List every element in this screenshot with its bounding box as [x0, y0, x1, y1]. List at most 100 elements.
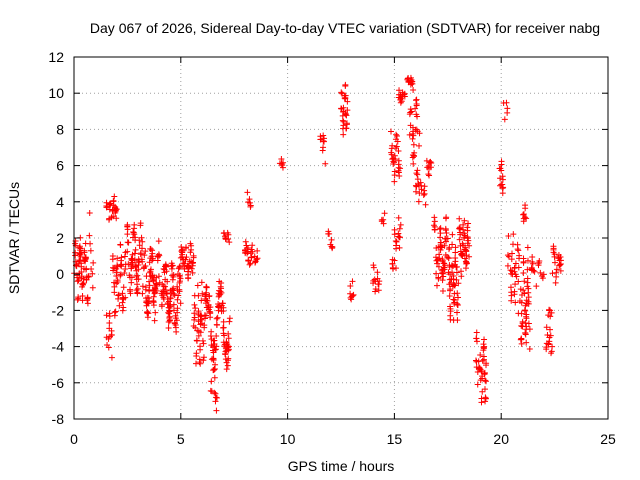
x-tick-label: 20 — [493, 431, 509, 447]
data-point — [543, 344, 550, 351]
data-point — [460, 234, 467, 241]
data-point — [433, 257, 440, 264]
data-point — [142, 262, 149, 269]
data-point — [393, 143, 400, 150]
y-tick-label: 10 — [48, 85, 64, 101]
data-point — [458, 268, 465, 275]
data-point — [134, 290, 141, 297]
data-point — [480, 356, 487, 363]
data-point — [525, 285, 532, 292]
data-point — [549, 270, 556, 277]
data-point — [393, 132, 400, 139]
data-point — [139, 238, 146, 245]
data-point — [535, 260, 542, 267]
data-point — [201, 315, 208, 322]
data-point — [211, 374, 218, 381]
data-point — [151, 317, 158, 324]
data-point — [77, 251, 84, 258]
data-point — [433, 245, 440, 252]
data-point — [150, 293, 157, 300]
data-point — [557, 267, 564, 274]
data-point — [512, 260, 519, 267]
data-point — [106, 325, 113, 332]
y-tick-label: 12 — [48, 49, 64, 65]
data-point — [436, 251, 443, 258]
data-point — [433, 270, 440, 277]
data-point — [453, 276, 460, 283]
data-point — [451, 282, 458, 289]
data-point — [525, 294, 532, 301]
data-point — [224, 343, 231, 350]
data-point — [431, 218, 438, 225]
data-point — [198, 279, 205, 286]
data-point — [108, 354, 115, 361]
data-point — [456, 236, 463, 243]
data-point — [119, 307, 126, 314]
data-point — [189, 269, 196, 276]
data-point — [394, 138, 401, 145]
data-point — [200, 354, 207, 361]
data-point — [538, 273, 545, 280]
data-point — [110, 213, 117, 220]
data-point — [141, 252, 148, 259]
data-point — [254, 247, 261, 254]
data-point — [109, 256, 116, 263]
data-point — [89, 284, 96, 291]
data-point — [410, 141, 417, 148]
data-point — [414, 167, 421, 174]
x-tick-label: 10 — [280, 431, 296, 447]
data-point — [130, 229, 137, 236]
data-point — [529, 258, 536, 265]
data-point — [370, 280, 377, 287]
data-point — [142, 286, 149, 293]
data-point — [158, 303, 165, 310]
data-point — [197, 321, 204, 328]
data-point — [410, 86, 417, 93]
data-point — [412, 97, 419, 104]
data-point — [127, 290, 134, 297]
data-point — [481, 336, 488, 343]
data-point — [426, 172, 433, 179]
data-point — [168, 265, 175, 272]
data-point — [557, 261, 564, 268]
data-point — [213, 321, 220, 328]
data-point — [463, 260, 470, 267]
data-point — [443, 229, 450, 236]
data-point — [254, 255, 261, 262]
data-point — [498, 161, 505, 168]
data-point — [501, 116, 508, 123]
data-point — [396, 87, 403, 94]
data-point — [520, 215, 527, 222]
data-point — [133, 276, 140, 283]
data-point — [447, 308, 454, 315]
data-point — [460, 221, 467, 228]
data-point — [167, 302, 174, 309]
data-point — [193, 350, 200, 357]
data-point — [208, 328, 215, 335]
data-point — [392, 238, 399, 245]
data-point — [503, 99, 510, 106]
data-point — [76, 270, 83, 277]
data-point — [177, 254, 184, 261]
data-point — [451, 261, 458, 268]
data-point — [121, 253, 128, 260]
x-tick-label: 25 — [600, 431, 616, 447]
data-point — [200, 340, 207, 347]
data-point — [537, 269, 544, 276]
data-point — [137, 222, 144, 229]
data-point — [508, 250, 515, 257]
data-point — [81, 265, 88, 272]
data-point — [185, 275, 192, 282]
data-point — [218, 308, 225, 315]
data-point — [319, 147, 326, 154]
data-point — [106, 319, 113, 326]
data-point — [84, 300, 91, 307]
data-point — [449, 231, 456, 238]
x-axis-label: GPS time / hours — [288, 458, 395, 474]
data-point — [389, 265, 396, 272]
data-point — [145, 295, 152, 302]
data-point — [434, 260, 441, 267]
data-point — [482, 398, 489, 405]
data-point — [446, 262, 453, 269]
data-point — [454, 301, 461, 308]
